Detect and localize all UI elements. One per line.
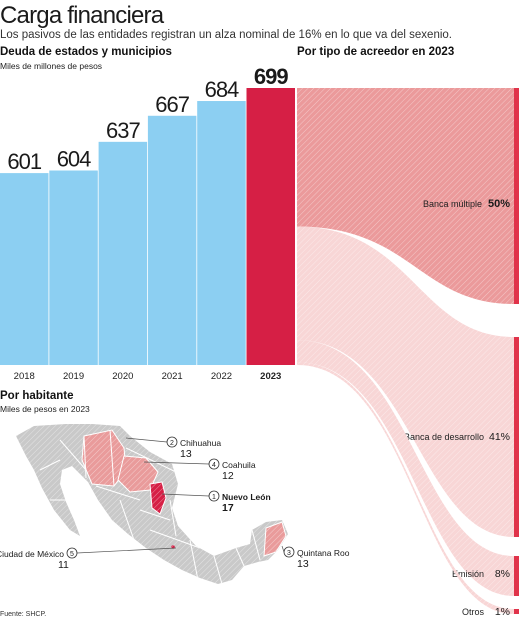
map-callout-value-ciudad-de-mexico: 11 [58,559,69,571]
sankey-node-emision [514,556,519,596]
map-border-5 [119,499,135,541]
map-callout-name-chihuahua: Chihuahua [180,438,221,448]
debt-section-title: Deuda de estados y municipios [0,46,172,58]
sankey-percent-otros: 1% [495,606,510,618]
bar-category-label-2021: 2021 [162,371,183,382]
bar-value-label-2022: 684 [205,77,239,102]
map-callout-number-ciudad-de-mexico: 5 [70,551,74,558]
map-border-3 [125,447,177,473]
page-subtitle: Los pasivos de las entidades registran u… [0,29,452,41]
map-callout-number-coahuila: 4 [212,462,216,469]
sankey-percent-emision: 8% [495,568,510,580]
bar-category-label-2023: 2023 [260,371,281,382]
map-border-11 [235,547,245,567]
map-hatch [16,424,288,584]
bar-2022 [197,101,246,365]
map-leader-chihuahua [125,437,168,443]
page-title: Carga financiera [0,2,164,29]
map-callout-name-quintana-roo: Quintana Roo [297,548,350,558]
map-leader-coahuila [143,461,210,465]
creditor-section-title: Por tipo de acreedor en 2023 [297,46,455,58]
sankey-node-banca-multiple [514,88,519,304]
map-border-8 [169,499,177,537]
sankey-label-banca-multiple: Banca múltiple [423,199,482,209]
map-callout-number-quintana-roo: 3 [287,550,291,557]
sankey-flow-hatch-banca-de-desarrollo [297,226,514,537]
map-border-12 [251,529,261,561]
bar-category-label-2018: 2018 [14,371,35,382]
bar-2019 [49,170,98,365]
map-leader-ciudad-de-mexico [76,547,177,554]
map-border-9 [189,539,199,581]
map-border-13 [39,459,61,471]
sankey-label-emision: Emisión [452,569,484,579]
map-border-1 [83,435,87,479]
source-note: Fuente: SHCP. [0,611,47,618]
map-border-7 [149,529,201,549]
bar-value-label-2023: 699 [254,64,288,89]
map-border-2 [109,429,115,487]
bar-category-label-2019: 2019 [63,371,84,382]
bar-category-label-2022: 2022 [211,371,232,382]
map-callout-number-chihuahua: 2 [170,440,174,447]
map-callout-name-coahuila: Coahuila [222,460,256,470]
bar-2023 [246,88,295,365]
sankey-label-otros: Otros [462,607,485,617]
bar-2020 [98,141,148,365]
map-callout-name-nuevo-leon: Nuevo León [222,492,271,502]
bar-category-label-2020: 2020 [112,371,133,382]
map-callout-circle-coahuila [208,458,220,470]
sankey-flow-hatch-emision [297,340,514,596]
mexico-map-states [16,424,288,584]
map-callout-circle-chihuahua [166,436,178,448]
map-callout-value-coahuila: 12 [222,470,234,482]
map-callout-value-chihuahua: 13 [180,448,192,460]
sankey-flow-hatch-banca-multiple [297,88,514,304]
map-leader-nuevo-leon [161,493,210,497]
habitant-section-title: Por habitante [0,390,74,402]
sankey-node-otros [514,609,519,614]
bar-value-label-2018: 601 [7,149,41,174]
map-border-6 [139,509,171,521]
map-callout-value-quintana-roo: 13 [297,558,309,570]
map-callout-circle-ciudad-de-mexico [66,547,78,559]
bar-2021 [147,115,197,365]
sankey-node-banca-de-desarrollo [514,337,519,537]
map-border-4 [95,485,141,501]
bar-value-label-2021: 667 [155,92,189,117]
sankey-percent-banca-de-desarrollo: 41% [489,431,510,443]
map-callout-circle-nuevo-leon [208,490,220,502]
map-leader-quintana-roo [281,545,285,553]
sankey-label-banca-de-desarrollo: Banca de desarrollo [404,432,484,442]
map-border-0 [59,439,87,471]
habitant-section-unit: Miles de pesos en 2023 [0,404,90,414]
map-callout-name-ciudad-de-mexico: Ciudad de México [0,549,64,559]
bar-value-label-2020: 637 [106,118,140,143]
map-border-10 [213,555,223,584]
map-callout-circle-quintana-roo [283,546,295,558]
map-callout-value-nuevo-leon: 17 [222,502,234,514]
debt-section-unit: Miles de millones de pesos [0,61,103,71]
map-callout-number-nuevo-leon: 1 [212,494,216,501]
bar-2018 [0,173,49,365]
bar-value-label-2019: 604 [57,146,91,171]
sankey-percent-banca-multiple: 50% [488,198,510,210]
